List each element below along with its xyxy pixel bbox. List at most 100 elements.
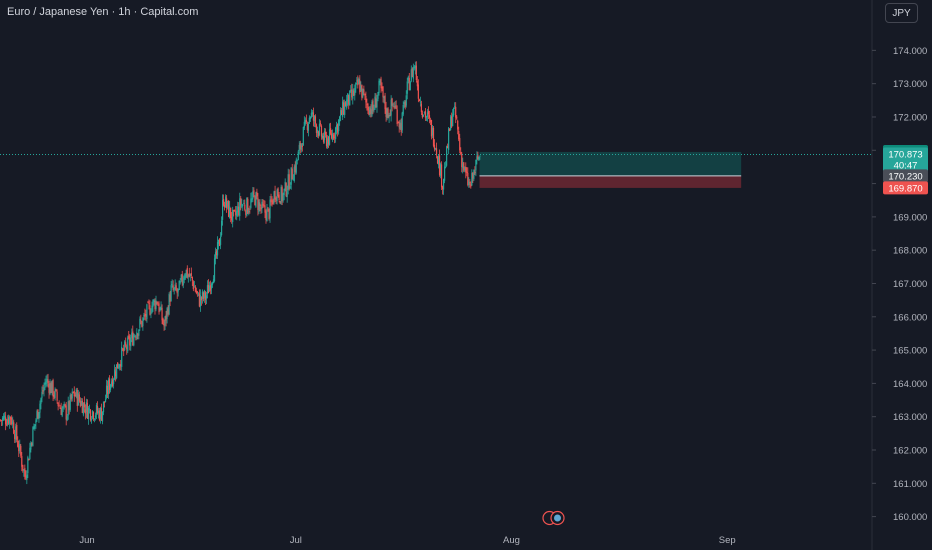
candle-body	[149, 305, 151, 315]
y-tick-label: 174.000	[893, 46, 927, 57]
candle-body	[313, 115, 316, 122]
candle-body	[477, 154, 479, 160]
candle-body	[61, 408, 63, 416]
candle-body	[426, 112, 429, 117]
candle-body	[215, 250, 218, 256]
y-tick-label: 165.000	[893, 346, 927, 357]
candle-body	[335, 127, 337, 140]
candle-body	[352, 89, 354, 99]
candle-body	[379, 80, 381, 83]
candle-body	[75, 389, 77, 397]
candle-body	[25, 475, 27, 479]
candle-body	[173, 287, 175, 290]
y-tick-label: 162.000	[893, 445, 927, 456]
candle-body	[91, 410, 94, 418]
candle-body	[195, 290, 197, 294]
candle-body	[300, 143, 302, 150]
y-tick-label: 161.000	[893, 479, 927, 490]
candle-body	[20, 445, 22, 456]
take-profit-zone	[479, 151, 742, 176]
candle-body	[284, 181, 286, 191]
candle-body	[311, 112, 314, 115]
candle-body	[201, 291, 204, 299]
candle-body	[251, 198, 253, 200]
candle-body	[141, 321, 143, 327]
candle-body	[364, 93, 366, 96]
candle-body	[437, 156, 440, 165]
candle-body	[14, 433, 16, 440]
candle-body	[476, 156, 478, 160]
candle-body	[53, 394, 55, 397]
candle-body	[273, 191, 275, 203]
candle-body	[401, 112, 403, 131]
candle-body	[116, 364, 118, 379]
candle-body	[180, 274, 182, 280]
candle-body	[410, 69, 412, 81]
candle-body	[111, 381, 113, 387]
candle-body	[171, 284, 173, 286]
candle-body	[47, 379, 49, 384]
candle-body	[69, 394, 71, 410]
candle-body	[159, 308, 161, 311]
candle-body	[193, 286, 195, 288]
candle-body	[450, 116, 452, 130]
currency-button[interactable]: JPY	[885, 3, 918, 23]
candle-body	[133, 335, 135, 346]
candle-body	[417, 84, 419, 99]
candle-body	[268, 208, 270, 219]
candle-body	[132, 331, 134, 346]
candle-body	[62, 405, 64, 409]
candle-body	[9, 416, 11, 425]
candle-body	[185, 269, 187, 277]
candle-body	[345, 102, 347, 107]
candle-body	[74, 394, 76, 397]
candle-body	[269, 199, 271, 219]
candle-body	[323, 131, 326, 141]
candle-body	[118, 367, 120, 369]
candle-body	[232, 209, 234, 223]
candle-body	[235, 211, 237, 216]
candle-body	[157, 305, 159, 306]
candle-body	[325, 134, 328, 147]
candle-body	[322, 135, 325, 142]
candle-body	[89, 409, 92, 420]
candle-body	[241, 204, 243, 207]
candle-body	[31, 443, 33, 445]
candle-body	[188, 273, 190, 277]
candle-body	[42, 390, 44, 392]
candle-body	[446, 146, 448, 166]
candle-body	[440, 164, 443, 188]
candle-body	[166, 307, 168, 319]
candle-body	[43, 387, 45, 391]
candle-body	[96, 405, 99, 414]
candle-body	[385, 107, 387, 117]
stop-loss-tag-text: 169.870	[888, 183, 922, 194]
candle-body	[363, 89, 365, 93]
candle-body	[319, 123, 322, 125]
candle-body	[168, 293, 170, 315]
candle-body	[261, 201, 263, 209]
candle-body	[150, 313, 152, 314]
candle-body	[26, 474, 28, 480]
candle-body	[106, 385, 109, 394]
candle-body	[366, 104, 368, 105]
candle-body	[243, 203, 245, 205]
candle-body	[386, 108, 388, 118]
candle-body	[259, 203, 261, 206]
candle-body	[238, 206, 240, 215]
candle-body	[16, 424, 18, 440]
candle-body	[353, 90, 355, 96]
candle-body	[117, 362, 119, 369]
candle-body	[5, 417, 7, 425]
candle-body	[131, 332, 133, 339]
candle-body	[264, 205, 266, 213]
entry-tag-text: 170.230	[888, 171, 922, 182]
candle-body	[68, 401, 70, 411]
candle-body	[129, 337, 131, 346]
candle-body	[398, 121, 400, 128]
candle-body	[197, 292, 199, 294]
candle-body	[15, 426, 17, 440]
candle-body	[373, 109, 375, 111]
candle-body	[237, 206, 239, 213]
